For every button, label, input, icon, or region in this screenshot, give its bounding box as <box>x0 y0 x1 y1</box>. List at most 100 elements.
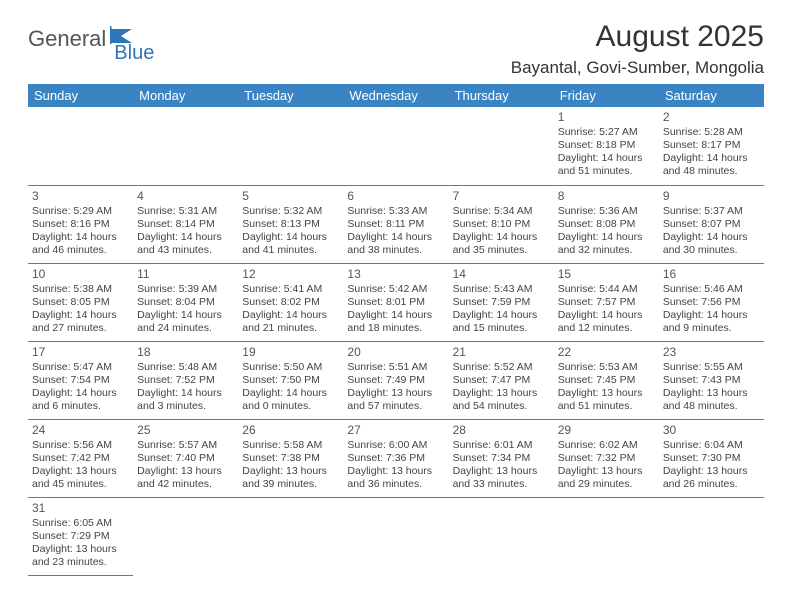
daylight-text: Daylight: 13 hours and 57 minutes. <box>347 387 444 413</box>
sunrise-text: Sunrise: 6:05 AM <box>32 517 129 530</box>
calendar-cell <box>449 107 554 185</box>
sunset-text: Sunset: 7:49 PM <box>347 374 444 387</box>
day-number: 12 <box>242 267 339 282</box>
day-number: 25 <box>137 423 234 438</box>
calendar-cell: 26Sunrise: 5:58 AMSunset: 7:38 PMDayligh… <box>238 419 343 497</box>
daylight-text: Daylight: 14 hours and 12 minutes. <box>558 309 655 335</box>
day-number: 2 <box>663 110 760 125</box>
calendar-cell: 22Sunrise: 5:53 AMSunset: 7:45 PMDayligh… <box>554 341 659 419</box>
logo-text-1: General <box>28 26 106 52</box>
sunrise-text: Sunrise: 5:53 AM <box>558 361 655 374</box>
daylight-text: Daylight: 14 hours and 6 minutes. <box>32 387 129 413</box>
calendar-cell: 6Sunrise: 5:33 AMSunset: 8:11 PMDaylight… <box>343 185 448 263</box>
title-block: August 2025 Bayantal, Govi-Sumber, Mongo… <box>511 20 764 78</box>
sunset-text: Sunset: 7:30 PM <box>663 452 760 465</box>
sunrise-text: Sunrise: 5:47 AM <box>32 361 129 374</box>
daylight-text: Daylight: 13 hours and 51 minutes. <box>558 387 655 413</box>
calendar-cell <box>343 107 448 185</box>
sunset-text: Sunset: 8:04 PM <box>137 296 234 309</box>
calendar-cell: 2Sunrise: 5:28 AMSunset: 8:17 PMDaylight… <box>659 107 764 185</box>
sunrise-text: Sunrise: 5:41 AM <box>242 283 339 296</box>
sunset-text: Sunset: 8:17 PM <box>663 139 760 152</box>
calendar-cell: 3Sunrise: 5:29 AMSunset: 8:16 PMDaylight… <box>28 185 133 263</box>
day-number: 24 <box>32 423 129 438</box>
sunrise-text: Sunrise: 5:51 AM <box>347 361 444 374</box>
daylight-text: Daylight: 14 hours and 15 minutes. <box>453 309 550 335</box>
daylight-text: Daylight: 13 hours and 36 minutes. <box>347 465 444 491</box>
daylight-text: Daylight: 13 hours and 26 minutes. <box>663 465 760 491</box>
day-number: 15 <box>558 267 655 282</box>
day-number: 13 <box>347 267 444 282</box>
sunrise-text: Sunrise: 5:57 AM <box>137 439 234 452</box>
day-number: 26 <box>242 423 339 438</box>
sunrise-text: Sunrise: 5:38 AM <box>32 283 129 296</box>
calendar-cell: 13Sunrise: 5:42 AMSunset: 8:01 PMDayligh… <box>343 263 448 341</box>
sunrise-text: Sunrise: 6:02 AM <box>558 439 655 452</box>
calendar-cell: 19Sunrise: 5:50 AMSunset: 7:50 PMDayligh… <box>238 341 343 419</box>
day-number: 30 <box>663 423 760 438</box>
day-number: 29 <box>558 423 655 438</box>
sunrise-text: Sunrise: 5:31 AM <box>137 205 234 218</box>
logo: General Blue <box>28 26 176 52</box>
day-header: Thursday <box>449 84 554 107</box>
sunrise-text: Sunrise: 5:43 AM <box>453 283 550 296</box>
sunset-text: Sunset: 7:52 PM <box>137 374 234 387</box>
day-number: 18 <box>137 345 234 360</box>
sunset-text: Sunset: 7:43 PM <box>663 374 760 387</box>
sunrise-text: Sunrise: 5:37 AM <box>663 205 760 218</box>
sunrise-text: Sunrise: 5:46 AM <box>663 283 760 296</box>
calendar-cell: 23Sunrise: 5:55 AMSunset: 7:43 PMDayligh… <box>659 341 764 419</box>
day-number: 3 <box>32 189 129 204</box>
daylight-text: Daylight: 14 hours and 41 minutes. <box>242 231 339 257</box>
day-number: 28 <box>453 423 550 438</box>
sunrise-text: Sunrise: 5:50 AM <box>242 361 339 374</box>
sunset-text: Sunset: 8:05 PM <box>32 296 129 309</box>
day-number: 7 <box>453 189 550 204</box>
sunset-text: Sunset: 7:57 PM <box>558 296 655 309</box>
calendar-cell: 24Sunrise: 5:56 AMSunset: 7:42 PMDayligh… <box>28 419 133 497</box>
location-text: Bayantal, Govi-Sumber, Mongolia <box>511 58 764 78</box>
sunrise-text: Sunrise: 5:44 AM <box>558 283 655 296</box>
calendar-cell <box>28 107 133 185</box>
day-number: 19 <box>242 345 339 360</box>
day-number: 8 <box>558 189 655 204</box>
sunset-text: Sunset: 8:18 PM <box>558 139 655 152</box>
day-number: 27 <box>347 423 444 438</box>
calendar-cell <box>343 497 448 575</box>
day-number: 20 <box>347 345 444 360</box>
day-header: Wednesday <box>343 84 448 107</box>
day-number: 11 <box>137 267 234 282</box>
sunrise-text: Sunrise: 6:01 AM <box>453 439 550 452</box>
day-number: 1 <box>558 110 655 125</box>
calendar-cell <box>449 497 554 575</box>
sunset-text: Sunset: 7:38 PM <box>242 452 339 465</box>
calendar-cell <box>238 107 343 185</box>
daylight-text: Daylight: 13 hours and 39 minutes. <box>242 465 339 491</box>
sunset-text: Sunset: 7:45 PM <box>558 374 655 387</box>
sunset-text: Sunset: 7:34 PM <box>453 452 550 465</box>
daylight-text: Daylight: 14 hours and 27 minutes. <box>32 309 129 335</box>
day-number: 16 <box>663 267 760 282</box>
daylight-text: Daylight: 14 hours and 24 minutes. <box>137 309 234 335</box>
day-number: 22 <box>558 345 655 360</box>
calendar-cell: 15Sunrise: 5:44 AMSunset: 7:57 PMDayligh… <box>554 263 659 341</box>
calendar-cell: 10Sunrise: 5:38 AMSunset: 8:05 PMDayligh… <box>28 263 133 341</box>
calendar-cell: 16Sunrise: 5:46 AMSunset: 7:56 PMDayligh… <box>659 263 764 341</box>
sunset-text: Sunset: 8:13 PM <box>242 218 339 231</box>
daylight-text: Daylight: 13 hours and 29 minutes. <box>558 465 655 491</box>
daylight-text: Daylight: 14 hours and 21 minutes. <box>242 309 339 335</box>
sunset-text: Sunset: 7:40 PM <box>137 452 234 465</box>
sunrise-text: Sunrise: 5:33 AM <box>347 205 444 218</box>
sunrise-text: Sunrise: 5:29 AM <box>32 205 129 218</box>
header: General Blue August 2025 Bayantal, Govi-… <box>28 20 764 78</box>
day-number: 21 <box>453 345 550 360</box>
calendar-cell: 29Sunrise: 6:02 AMSunset: 7:32 PMDayligh… <box>554 419 659 497</box>
calendar-cell <box>133 107 238 185</box>
sunrise-text: Sunrise: 5:56 AM <box>32 439 129 452</box>
daylight-text: Daylight: 13 hours and 48 minutes. <box>663 387 760 413</box>
daylight-text: Daylight: 14 hours and 9 minutes. <box>663 309 760 335</box>
sunset-text: Sunset: 7:36 PM <box>347 452 444 465</box>
sunrise-text: Sunrise: 5:58 AM <box>242 439 339 452</box>
calendar-cell <box>238 497 343 575</box>
calendar-cell: 21Sunrise: 5:52 AMSunset: 7:47 PMDayligh… <box>449 341 554 419</box>
